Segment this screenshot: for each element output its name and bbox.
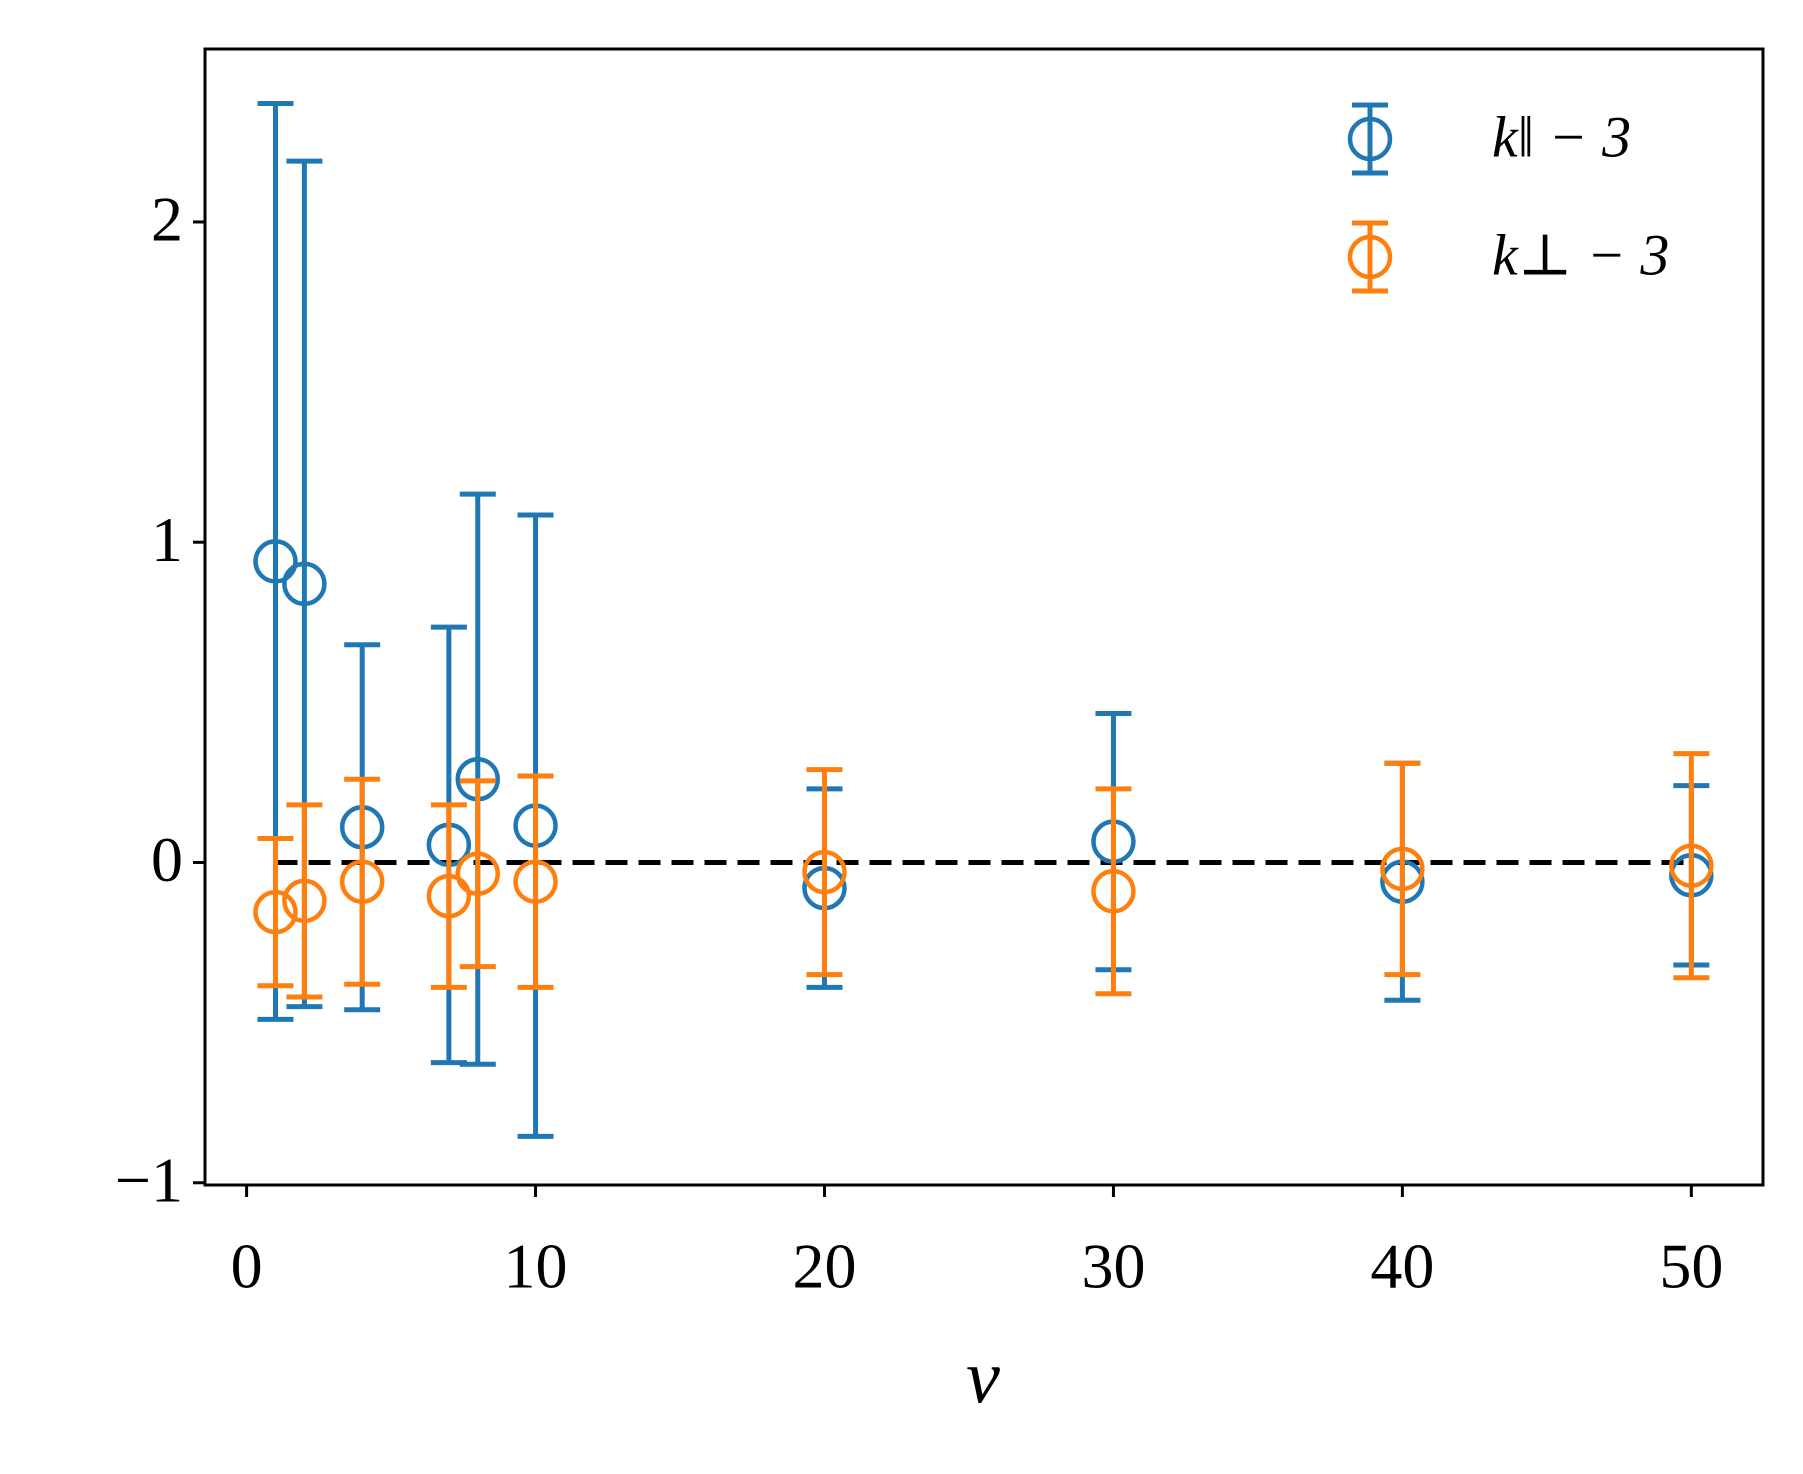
x-tick-label: 10	[504, 1231, 568, 1302]
x-tick-label: 40	[1370, 1231, 1434, 1302]
marker	[1380, 846, 1425, 892]
x-tick-label: 50	[1659, 1231, 1723, 1302]
error-bar	[459, 778, 496, 970]
error-bar	[806, 767, 843, 978]
legend-item: k⊥ − 3	[1347, 220, 1669, 294]
y-tick-label: −1	[115, 1144, 183, 1215]
error-bar	[286, 802, 323, 1000]
marker	[282, 878, 327, 924]
y-tick-label: 2	[151, 184, 183, 255]
marker	[1091, 869, 1136, 914]
error-bar	[257, 835, 294, 989]
legend-label: k‖ − 3	[1492, 104, 1631, 169]
x-tick-label: 0	[231, 1231, 263, 1302]
x-axis-label: v	[966, 1335, 1000, 1419]
plot-frame	[203, 47, 1765, 1187]
error-bar	[344, 776, 381, 987]
legend-marker	[1347, 234, 1393, 280]
marker	[253, 539, 298, 584]
marker	[282, 561, 327, 607]
marker	[513, 859, 558, 904]
legend-label: k⊥ − 3	[1492, 222, 1669, 287]
error-bar	[430, 802, 467, 990]
x-tick-label: 20	[793, 1231, 857, 1302]
marker	[339, 859, 385, 904]
y-tick-label: 0	[151, 824, 183, 895]
error-bar	[1384, 760, 1421, 978]
error-bar	[1673, 751, 1710, 981]
y-tick-label: 1	[151, 504, 183, 575]
series	[253, 751, 1714, 1000]
error-bar	[1095, 786, 1132, 997]
marker	[802, 849, 847, 895]
legend-item: k‖ − 3	[1347, 102, 1631, 176]
legend-marker	[1347, 116, 1393, 162]
marker	[1669, 843, 1714, 888]
marker	[426, 873, 472, 919]
marker	[455, 851, 501, 896]
x-tick-label: 30	[1081, 1231, 1145, 1302]
marker	[253, 889, 298, 935]
error-bar	[517, 773, 554, 990]
